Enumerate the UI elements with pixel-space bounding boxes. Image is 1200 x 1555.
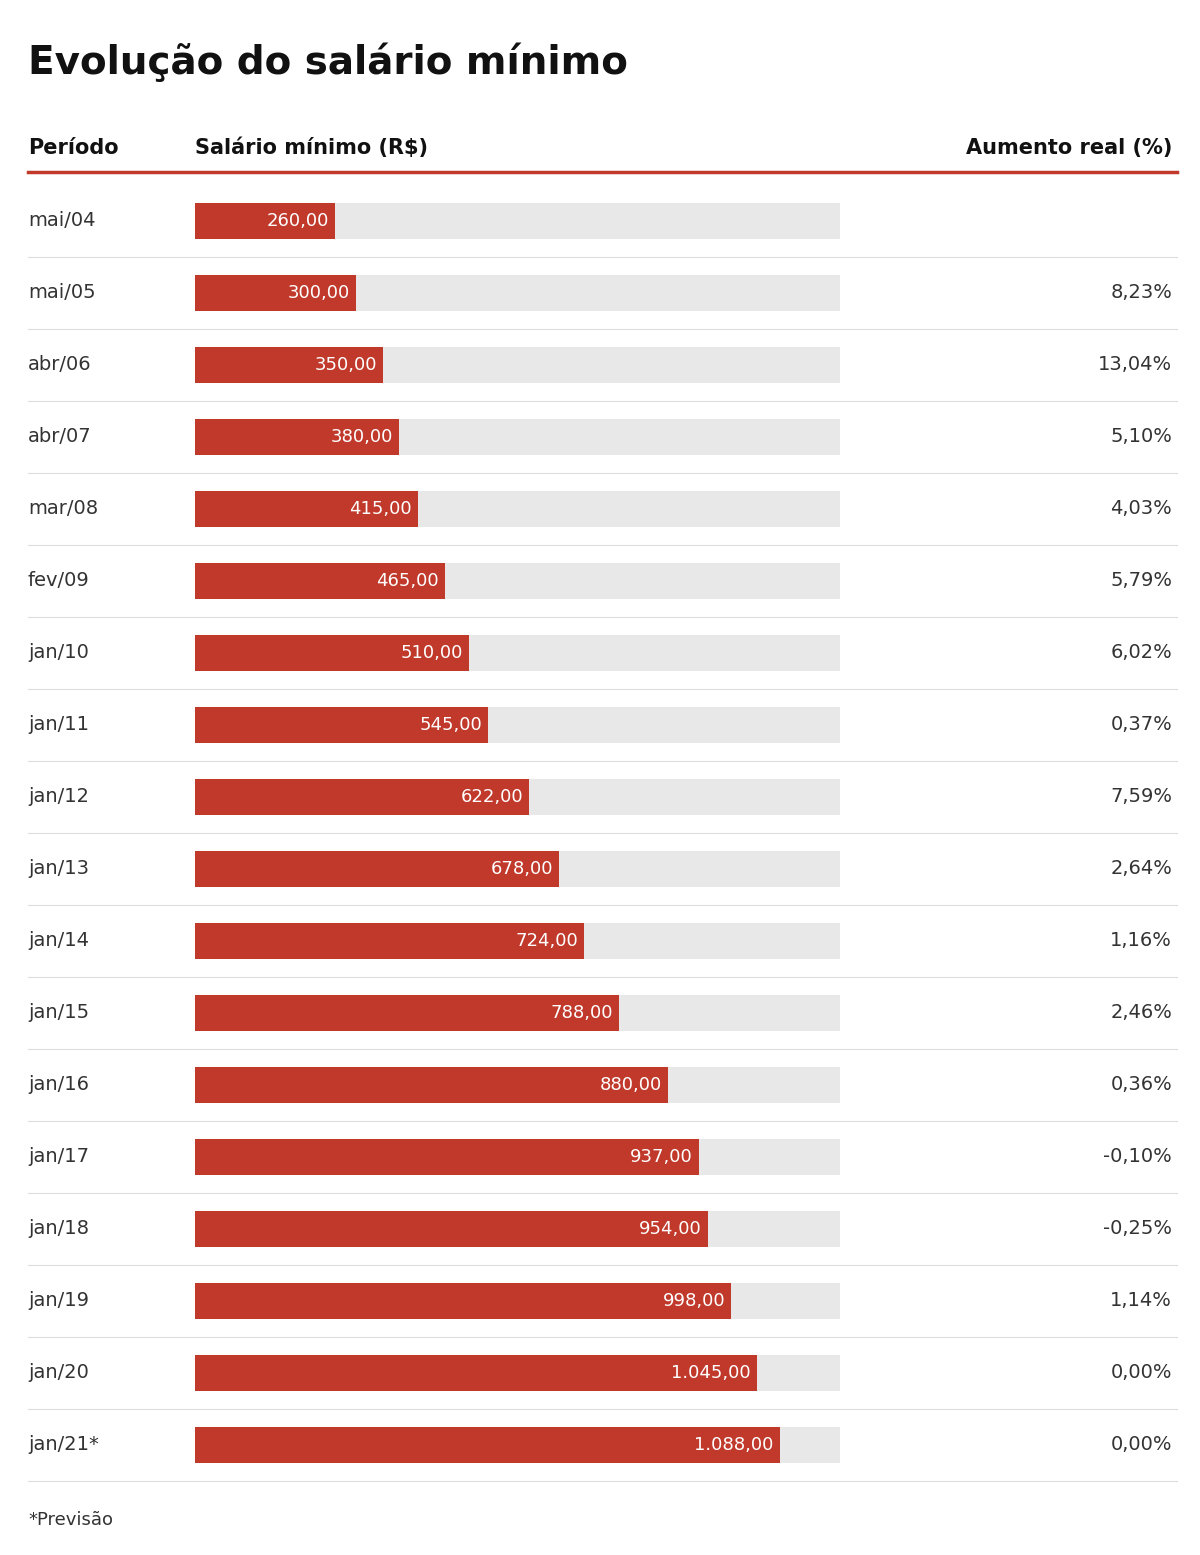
Text: abr/07: abr/07 [28,428,91,446]
Bar [194,1283,732,1319]
Text: -0,25%: -0,25% [1103,1219,1172,1238]
Text: jan/11: jan/11 [28,715,89,734]
Text: 678,00: 678,00 [491,860,553,879]
Bar [194,779,840,815]
Text: Salário mínimo (R$): Salário mínimo (R$) [194,138,428,159]
Text: 8,23%: 8,23% [1110,283,1172,303]
Bar [194,1283,840,1319]
Bar [194,347,383,383]
Bar [194,275,356,311]
Bar [194,924,584,959]
Text: 622,00: 622,00 [461,788,523,805]
Text: jan/10: jan/10 [28,644,89,662]
Text: 954,00: 954,00 [640,1221,702,1238]
Bar [194,347,840,383]
Text: jan/21*: jan/21* [28,1435,98,1454]
Text: Evolução do salário mínimo: Evolução do salário mínimo [28,42,628,82]
Bar [194,634,469,672]
Text: abr/06: abr/06 [28,356,91,375]
Text: 1.088,00: 1.088,00 [695,1435,774,1454]
Bar [194,634,840,672]
Bar [194,563,840,599]
Bar [194,995,840,1031]
Text: 7,59%: 7,59% [1110,787,1172,807]
Bar [194,204,840,239]
Bar [194,779,529,815]
Text: 300,00: 300,00 [288,285,350,302]
Bar [194,1211,708,1247]
Text: 5,10%: 5,10% [1110,428,1172,446]
Bar [194,1067,668,1102]
Text: 2,64%: 2,64% [1110,860,1172,879]
Bar [194,1354,757,1392]
Text: jan/12: jan/12 [28,787,89,807]
Text: 724,00: 724,00 [516,931,578,950]
Text: 415,00: 415,00 [349,501,412,518]
Text: jan/16: jan/16 [28,1076,89,1095]
Text: 998,00: 998,00 [662,1292,726,1309]
Text: -0,10%: -0,10% [1103,1148,1172,1166]
Bar [194,1354,840,1392]
Bar [194,418,400,456]
Bar [194,851,559,886]
Bar [194,1427,780,1463]
Bar [194,851,840,886]
Text: jan/17: jan/17 [28,1148,89,1166]
Text: 880,00: 880,00 [600,1076,662,1095]
Bar [194,708,840,743]
Text: mai/04: mai/04 [28,211,96,230]
Text: 0,36%: 0,36% [1110,1076,1172,1095]
Text: 380,00: 380,00 [331,428,394,446]
Text: *Previsão: *Previsão [28,1511,113,1529]
Text: jan/19: jan/19 [28,1292,89,1311]
Text: 1,16%: 1,16% [1110,931,1172,950]
Bar [194,204,335,239]
Text: 465,00: 465,00 [377,572,439,589]
Text: jan/14: jan/14 [28,931,89,950]
Text: 260,00: 260,00 [266,211,329,230]
Text: mar/08: mar/08 [28,499,98,518]
Text: 510,00: 510,00 [401,644,463,662]
Text: 0,37%: 0,37% [1110,715,1172,734]
Bar [194,418,840,456]
Text: jan/13: jan/13 [28,860,89,879]
Bar [194,563,445,599]
Bar [194,995,618,1031]
Text: Aumento real (%): Aumento real (%) [966,138,1172,159]
Text: 2,46%: 2,46% [1110,1003,1172,1023]
Text: jan/15: jan/15 [28,1003,89,1023]
Bar [194,1138,840,1176]
Text: 1.045,00: 1.045,00 [671,1364,751,1382]
Bar [194,1067,840,1102]
Text: jan/18: jan/18 [28,1219,89,1238]
Text: 13,04%: 13,04% [1098,356,1172,375]
Bar [194,924,840,959]
Text: 545,00: 545,00 [419,715,482,734]
Bar [194,708,488,743]
Text: jan/20: jan/20 [28,1364,89,1382]
Text: 4,03%: 4,03% [1110,499,1172,518]
Text: mai/05: mai/05 [28,283,96,303]
Bar [194,275,840,311]
Text: 937,00: 937,00 [630,1148,692,1166]
Bar [194,491,840,527]
Bar [194,1138,698,1176]
Text: 350,00: 350,00 [314,356,377,375]
Text: 788,00: 788,00 [550,1005,612,1022]
Text: 0,00%: 0,00% [1110,1435,1172,1454]
Text: 5,79%: 5,79% [1110,572,1172,591]
Text: 1,14%: 1,14% [1110,1292,1172,1311]
Text: 6,02%: 6,02% [1110,644,1172,662]
Bar [194,1427,840,1463]
Text: fev/09: fev/09 [28,572,90,591]
Text: 0,00%: 0,00% [1110,1364,1172,1382]
Bar [194,491,418,527]
Text: Período: Período [28,138,119,159]
Bar [194,1211,840,1247]
